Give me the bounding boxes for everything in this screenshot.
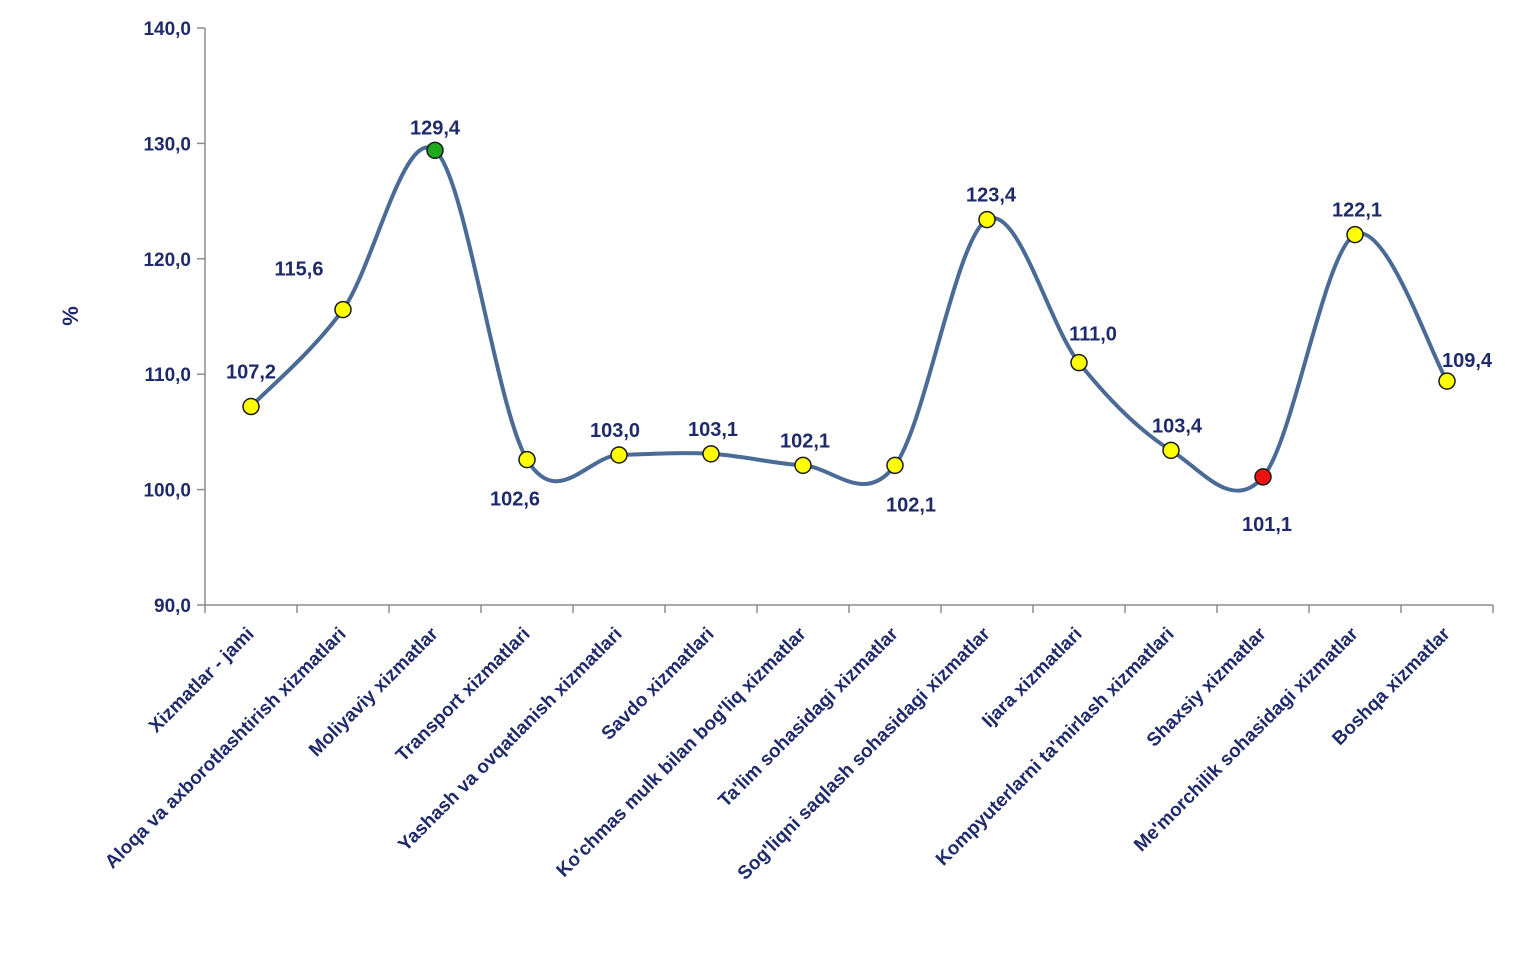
data-label: 123,4 [966, 185, 1017, 207]
data-point [426, 141, 444, 160]
data-point [1438, 372, 1456, 390]
y-tick-label: 140,0 [143, 19, 191, 40]
data-point [1070, 353, 1088, 372]
data-label: 109,4 [1442, 350, 1493, 372]
data-label: 102,1 [886, 494, 936, 516]
data-label: 115,6 [275, 259, 324, 281]
data-markers [242, 141, 1456, 486]
x-category-label: Ta'lim sohasidagi xizmatlar [715, 623, 903, 811]
y-tick-label: 130,0 [143, 134, 191, 155]
y-tick-label: 120,0 [143, 250, 191, 271]
data-point [886, 456, 904, 475]
data-label: 102,1 [780, 430, 830, 452]
data-label: 102,6 [490, 489, 540, 511]
data-point [242, 397, 260, 416]
y-axis-label: % [58, 306, 83, 326]
data-label: 122,1 [1332, 200, 1382, 222]
y-tick-labels: 90,0 100,0 110,0 120,0 130,0 140,0 [143, 19, 191, 617]
data-point [518, 450, 536, 469]
data-labels: 107,2 115,6 129,4 102,6 103,0 103,1 102,1 102,1… [226, 117, 1493, 536]
data-label: 101,1 [1242, 514, 1292, 536]
data-label: 107,2 [226, 362, 276, 384]
y-tick-label: 90,0 [154, 596, 191, 617]
data-label: 103,4 [1152, 415, 1203, 437]
data-point [978, 210, 996, 229]
data-label: 129,4 [410, 117, 461, 139]
series-line [249, 145, 1449, 493]
data-point [1346, 225, 1364, 244]
data-label: 103,1 [688, 419, 738, 441]
data-label: 103,0 [590, 420, 640, 442]
data-point [794, 456, 812, 475]
data-label: 111,0 [1069, 324, 1117, 346]
data-point [334, 300, 352, 319]
chart-axes [197, 27, 1494, 613]
y-tick-label: 100,0 [143, 481, 191, 502]
data-point [1254, 468, 1272, 486]
y-tick-label: 110,0 [145, 365, 192, 386]
data-point [1162, 441, 1180, 460]
data-point [610, 446, 628, 464]
x-category-label: Ijara xizmatlari [978, 624, 1086, 732]
data-point [702, 445, 720, 463]
